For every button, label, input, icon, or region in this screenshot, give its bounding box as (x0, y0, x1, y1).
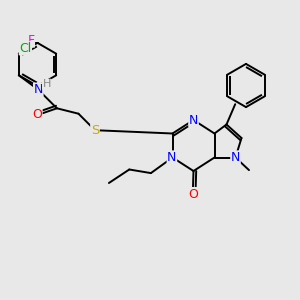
Text: H: H (43, 79, 51, 89)
Text: N: N (189, 113, 198, 127)
Text: Cl: Cl (19, 42, 32, 55)
Text: F: F (27, 34, 34, 47)
Text: S: S (91, 124, 99, 137)
Text: O: O (32, 108, 42, 121)
Text: O: O (188, 188, 198, 201)
Text: N: N (34, 83, 43, 96)
Text: N: N (167, 151, 177, 164)
Text: N: N (231, 151, 240, 164)
